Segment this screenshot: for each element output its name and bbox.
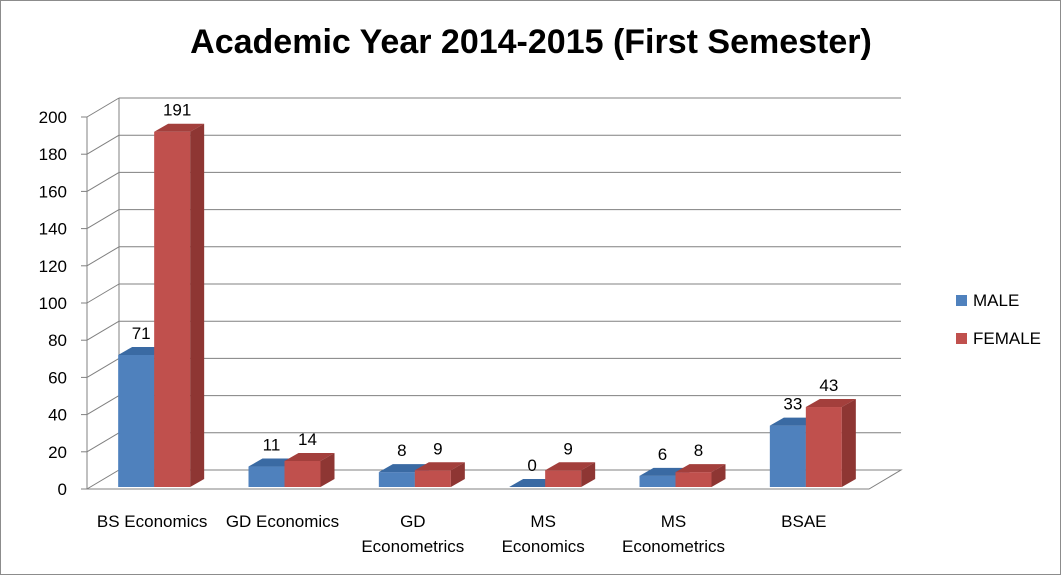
data-label: 71 — [132, 324, 151, 343]
bar-front — [378, 472, 415, 487]
gridlines — [86, 97, 901, 453]
legend: MALE FEMALE — [956, 291, 1041, 348]
y-tick-label: 160 — [39, 182, 67, 201]
bar-side — [320, 452, 335, 487]
x-axis: BS Economics GD Economics GD Econometrics MS… — [97, 512, 827, 556]
legend-swatch — [956, 295, 967, 306]
category-label: BSAE — [781, 512, 826, 531]
bar-front — [118, 354, 155, 487]
bar-top — [675, 464, 726, 473]
bar-front — [805, 407, 842, 487]
data-label: 14 — [298, 430, 317, 449]
chart-title: Academic Year 2014-2015 (First Semester) — [190, 23, 872, 61]
bar-side — [711, 464, 726, 487]
data-label: 33 — [783, 395, 802, 414]
y-axis: 0 20 40 60 80 100 120 140 160 180 200 — [39, 108, 87, 499]
y-tick-label: 100 — [39, 294, 67, 313]
gridline-diagonal — [86, 134, 120, 155]
bar — [675, 464, 726, 487]
data-label: 8 — [694, 441, 703, 460]
y-tick-label: 180 — [39, 145, 67, 164]
category-label: GD — [400, 512, 426, 531]
category-label: MS — [530, 512, 556, 531]
bar-front — [639, 475, 676, 487]
data-label: 191 — [163, 101, 191, 120]
data-label: 43 — [819, 376, 838, 395]
category-label: MS — [661, 512, 687, 531]
bar — [154, 123, 205, 488]
bar-front — [248, 466, 285, 487]
data-labels: 71 191 11 14 8 9 0 9 6 8 33 43 — [132, 101, 839, 475]
bar-top — [805, 399, 856, 408]
legend-swatch — [956, 333, 967, 344]
bar-top — [284, 452, 335, 461]
gridline-diagonal — [86, 320, 120, 341]
bar-top — [414, 462, 465, 471]
y-tick-label: 40 — [48, 406, 67, 425]
bar-top — [545, 462, 596, 471]
data-label: 9 — [563, 439, 572, 458]
y-tick-label: 20 — [48, 443, 67, 462]
gridline-diagonal — [86, 97, 120, 118]
y-tick-label: 60 — [48, 368, 67, 387]
y-tick-label: 140 — [39, 220, 67, 239]
bar — [805, 399, 856, 487]
y-tick-label: 120 — [39, 257, 67, 276]
gridline-diagonal — [86, 432, 120, 453]
gridline-diagonal — [86, 246, 120, 267]
bar-front — [675, 472, 712, 487]
bar-side — [841, 399, 856, 487]
bar-front — [414, 470, 451, 487]
y-tick-label: 0 — [58, 480, 67, 499]
bar — [284, 452, 335, 487]
floor — [85, 469, 903, 490]
legend-label: MALE — [973, 291, 1019, 310]
data-label: 11 — [263, 436, 281, 455]
category-label: BS Economics — [97, 512, 208, 531]
bar-front — [284, 460, 321, 487]
gridline-diagonal — [86, 283, 120, 304]
bar-front — [545, 470, 582, 487]
bar-front — [769, 425, 806, 487]
gridline-diagonal — [86, 395, 120, 416]
category-label: Econometrics — [361, 537, 464, 556]
bar-side — [581, 462, 596, 487]
data-label: 9 — [433, 439, 442, 458]
bar — [414, 462, 465, 487]
legend-label: FEMALE — [973, 329, 1041, 348]
data-label: 8 — [397, 441, 406, 460]
category-label: Econometrics — [622, 537, 725, 556]
data-label: 0 — [527, 456, 536, 475]
data-label: 6 — [658, 445, 667, 464]
bar-side — [190, 123, 205, 488]
bar-top — [154, 123, 205, 132]
category-label: GD Economics — [226, 512, 339, 531]
category-label: Economics — [502, 537, 585, 556]
bar — [545, 462, 596, 487]
bar-front — [154, 131, 191, 488]
y-tick-label: 80 — [48, 331, 67, 350]
bars — [118, 123, 856, 488]
y-tick-label: 200 — [39, 108, 67, 127]
gridline-diagonal — [86, 209, 120, 230]
bar-side — [450, 462, 465, 487]
gridline-diagonal — [86, 171, 120, 192]
gridline-diagonal — [86, 357, 120, 378]
